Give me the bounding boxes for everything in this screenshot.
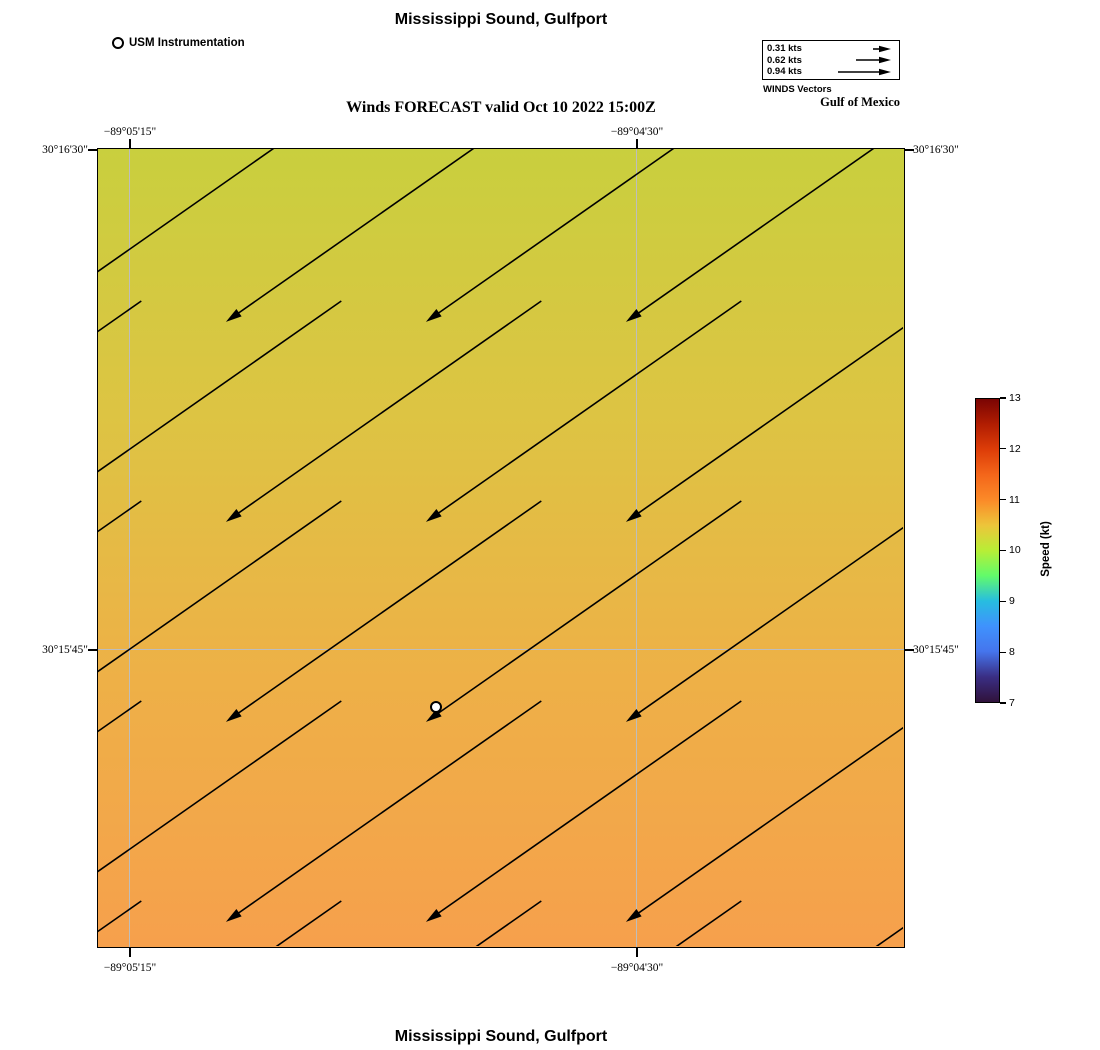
wind-vector-arrowhead-icon: [625, 309, 642, 322]
colorbar-tickmark: [1000, 702, 1006, 704]
wind-vector-arrowhead-icon: [625, 709, 642, 722]
colorbar-tick-label: 12: [1009, 442, 1021, 455]
vector-key-row: 0.62 kts: [767, 55, 894, 66]
vector-key-arrow-icon: [873, 45, 891, 52]
gridline-lon-1: [129, 149, 130, 947]
colorbar-tickmark: [1000, 600, 1006, 603]
wind-vector-shaft: [429, 500, 742, 720]
wind-vector-arrowhead-icon: [425, 309, 442, 322]
wind-vector-arrowhead-icon: [625, 909, 642, 922]
wind-vector-arrowhead-icon: [225, 509, 242, 522]
vector-key-region-label: Gulf of Mexico: [820, 95, 900, 109]
wind-vector-arrowhead-icon: [425, 909, 442, 922]
wind-vector-arrowhead-icon: [225, 909, 242, 922]
wind-vector-shaft: [98, 500, 142, 533]
wind-vector-shaft: [229, 149, 475, 320]
vector-key-arrow-icon: [838, 68, 891, 75]
colorbar-tickmark: [1000, 397, 1006, 399]
axis-tickmark: [905, 149, 914, 151]
wind-vector-shaft: [98, 500, 342, 673]
vector-key-arrow-icon: [856, 56, 891, 64]
lat-tick-right-1: 30°16'30": [913, 144, 959, 156]
colorbar-tickmark: [1000, 549, 1006, 552]
lat-tick-left-2: 30°15'45": [42, 644, 88, 656]
vector-key-rows: 0.31 kts 0.62 kts 0.94 kts: [767, 43, 894, 77]
wind-vector-shaft: [629, 149, 875, 320]
colorbar-tick-label: 7: [1009, 696, 1015, 709]
colorbar-tick-label: 9: [1009, 595, 1015, 608]
station-legend-label: USM Instrumentation: [129, 37, 245, 49]
vector-key-value-label: 0.31 kts: [767, 43, 802, 54]
vector-key: 0.31 kts 0.62 kts 0.94 kts: [762, 40, 900, 80]
wind-vector-shaft: [629, 326, 903, 520]
colorbar-gradient: [975, 398, 1000, 703]
colorbar-ticks: 13 12 11 10 9 8 7: [1009, 392, 1033, 709]
figure-title-top: Mississippi Sound, Gulfport: [394, 11, 608, 28]
vector-key-value-label: 0.94 kts: [767, 66, 802, 77]
colorbar-tickmarks: [1000, 397, 1006, 704]
colorbar-tickmark: [1000, 498, 1006, 501]
wind-vector-shaft: [629, 726, 903, 920]
vector-key-row: 0.31 kts: [767, 43, 894, 54]
wind-vector-arrowhead-icon: [625, 509, 642, 522]
lon-tick-top-1: −89°05'15": [103, 126, 157, 138]
wind-vector-shaft: [229, 300, 542, 520]
vector-key-caption: WINDS Vectors: [763, 84, 832, 95]
station-legend: USM Instrumentation: [112, 37, 245, 49]
axis-tickmark: [88, 649, 97, 651]
station-marker-icon: [112, 37, 124, 49]
lat-tick-right-2: 30°15'45": [913, 644, 959, 656]
axis-tickmark: [636, 948, 638, 957]
colorbar-tickmark: [1000, 651, 1006, 654]
lon-tick-bottom-2: −89°04'30": [610, 962, 664, 974]
vector-key-row: 0.94 kts: [767, 66, 894, 77]
wind-vector-shaft: [429, 149, 675, 320]
figure-title-bottom: Mississippi Sound, Gulfport: [394, 1028, 608, 1045]
wind-vector-shaft: [429, 700, 742, 920]
wind-vector-arrowhead-icon: [425, 509, 442, 522]
wind-vector-shaft: [98, 149, 275, 273]
vector-key-value-label: 0.62 kts: [767, 54, 802, 66]
wind-vector-shaft: [98, 700, 342, 873]
map-plot: [97, 148, 905, 948]
wind-vector-shaft: [98, 300, 342, 473]
wind-vector-shaft: [98, 300, 142, 333]
usm-station-marker: [430, 701, 442, 713]
lat-tick-left-1: 30°16'30": [42, 144, 88, 156]
colorbar-axis-label: Speed (kt): [1040, 521, 1052, 577]
wind-vector-shaft: [475, 900, 542, 946]
axis-tickmark: [129, 948, 131, 957]
wind-vector-shaft: [675, 900, 742, 946]
lon-tick-top-2: −89°04'30": [610, 126, 664, 138]
wind-vector-shaft: [98, 900, 142, 933]
axis-tickmark: [905, 649, 914, 651]
colorbar-tick-label: 11: [1009, 493, 1020, 506]
wind-vector-shaft: [429, 300, 742, 520]
wind-vectors-svg: [98, 149, 903, 946]
colorbar-tickmark: [1000, 447, 1006, 450]
axis-tickmark: [129, 139, 131, 148]
wind-vector-arrowhead-icon: [225, 309, 242, 322]
wind-vector-shaft: [629, 526, 903, 720]
wind-vector-shaft: [229, 700, 542, 920]
colorbar-tick-label: 13: [1009, 392, 1021, 404]
wind-vector-shaft: [875, 926, 903, 946]
wind-vector-arrowhead-icon: [225, 709, 242, 722]
wind-vector-shaft: [229, 500, 542, 720]
wind-vector-shaft: [275, 900, 342, 946]
lon-tick-bottom-1: −89°05'15": [103, 962, 157, 974]
wind-vector-shaft: [98, 700, 142, 733]
forecast-subtitle: Winds FORECAST valid Oct 10 2022 15:00Z: [346, 99, 656, 116]
colorbar-tick-label: 10: [1009, 544, 1021, 557]
wind-vector-shaft: [98, 149, 141, 319]
colorbar-tick-label: 8: [1009, 646, 1015, 659]
gridline-lat-2: [98, 649, 904, 650]
gridline-lon-2: [636, 149, 637, 947]
axis-tickmark: [636, 139, 638, 148]
axis-tickmark: [88, 149, 97, 151]
